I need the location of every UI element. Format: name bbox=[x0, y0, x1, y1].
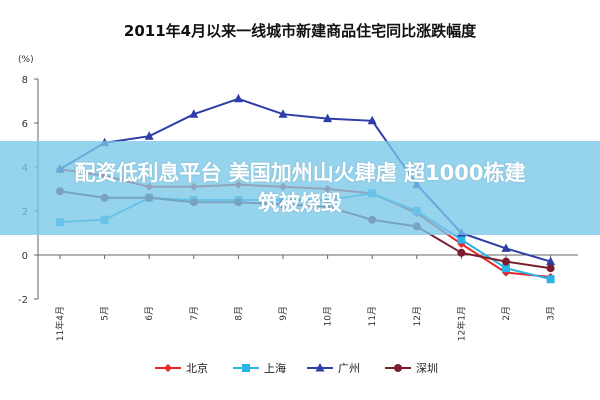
legend-marker bbox=[394, 364, 402, 372]
legend-label: 北京 bbox=[186, 361, 208, 375]
legend-marker bbox=[242, 364, 250, 372]
legend-marker bbox=[315, 363, 325, 372]
series-line bbox=[59, 97, 551, 263]
data-point bbox=[502, 257, 510, 266]
legend-item: 北京 bbox=[155, 361, 208, 375]
legend-item: 上海 bbox=[233, 361, 286, 375]
x-tick-label: 3月 bbox=[546, 306, 557, 321]
x-tick-label: 10月 bbox=[323, 306, 334, 326]
legend-label: 上海 bbox=[264, 361, 286, 375]
data-point bbox=[501, 243, 511, 252]
banner-line-2: 筑被烧毁 bbox=[258, 191, 342, 215]
x-tick-label: 11月 bbox=[367, 306, 378, 326]
x-tick-label: 11年4月 bbox=[54, 306, 66, 341]
legend-label: 广州 bbox=[338, 362, 360, 375]
data-point bbox=[323, 113, 333, 123]
chart-title: 2011年4月以来一线城市新建商品住宅同比涨跌幅度 bbox=[124, 22, 477, 40]
data-point bbox=[278, 109, 288, 118]
legend-item: 广州 bbox=[307, 362, 360, 375]
x-tick-label: 5月 bbox=[100, 306, 111, 321]
y-tick-label: -2 bbox=[18, 295, 28, 306]
x-tick-label: 12年1月 bbox=[455, 306, 467, 341]
overlay-banner[interactable]: 配资低利息平台 美国加州山火肆虐 超1000栋建 筑被烧毁 bbox=[0, 141, 600, 235]
x-tick-label: 6月 bbox=[144, 306, 155, 321]
data-point bbox=[546, 275, 555, 284]
data-point bbox=[502, 264, 510, 273]
y-tick-label: 6 bbox=[22, 119, 28, 130]
data-point bbox=[367, 115, 377, 125]
banner-line-1: 配资低利息平台 美国加州山火肆虐 超1000栋建 bbox=[74, 161, 526, 185]
legend-marker bbox=[164, 364, 172, 372]
y-tick-label: 0 bbox=[22, 251, 28, 262]
data-point bbox=[457, 235, 466, 244]
data-point bbox=[546, 264, 555, 273]
data-point bbox=[546, 256, 556, 266]
series-广州 bbox=[55, 93, 556, 266]
data-point bbox=[189, 109, 199, 118]
data-point bbox=[233, 93, 243, 103]
legend-item: 深圳 bbox=[385, 362, 438, 375]
x-tick-label: 9月 bbox=[278, 306, 289, 321]
data-point bbox=[457, 248, 466, 257]
legend: 北京 上海 广州 深圳 bbox=[155, 361, 438, 375]
legend-label: 深圳 bbox=[416, 362, 438, 375]
x-tick-label: 8月 bbox=[233, 306, 244, 321]
data-point bbox=[144, 131, 154, 140]
x-tick-label: 12月 bbox=[412, 306, 423, 326]
y-axis-unit: (%) bbox=[18, 55, 34, 65]
y-tick-label: 8 bbox=[22, 75, 28, 86]
x-tick-label: 2月 bbox=[501, 306, 512, 321]
x-tick-label: 7月 bbox=[189, 306, 200, 321]
